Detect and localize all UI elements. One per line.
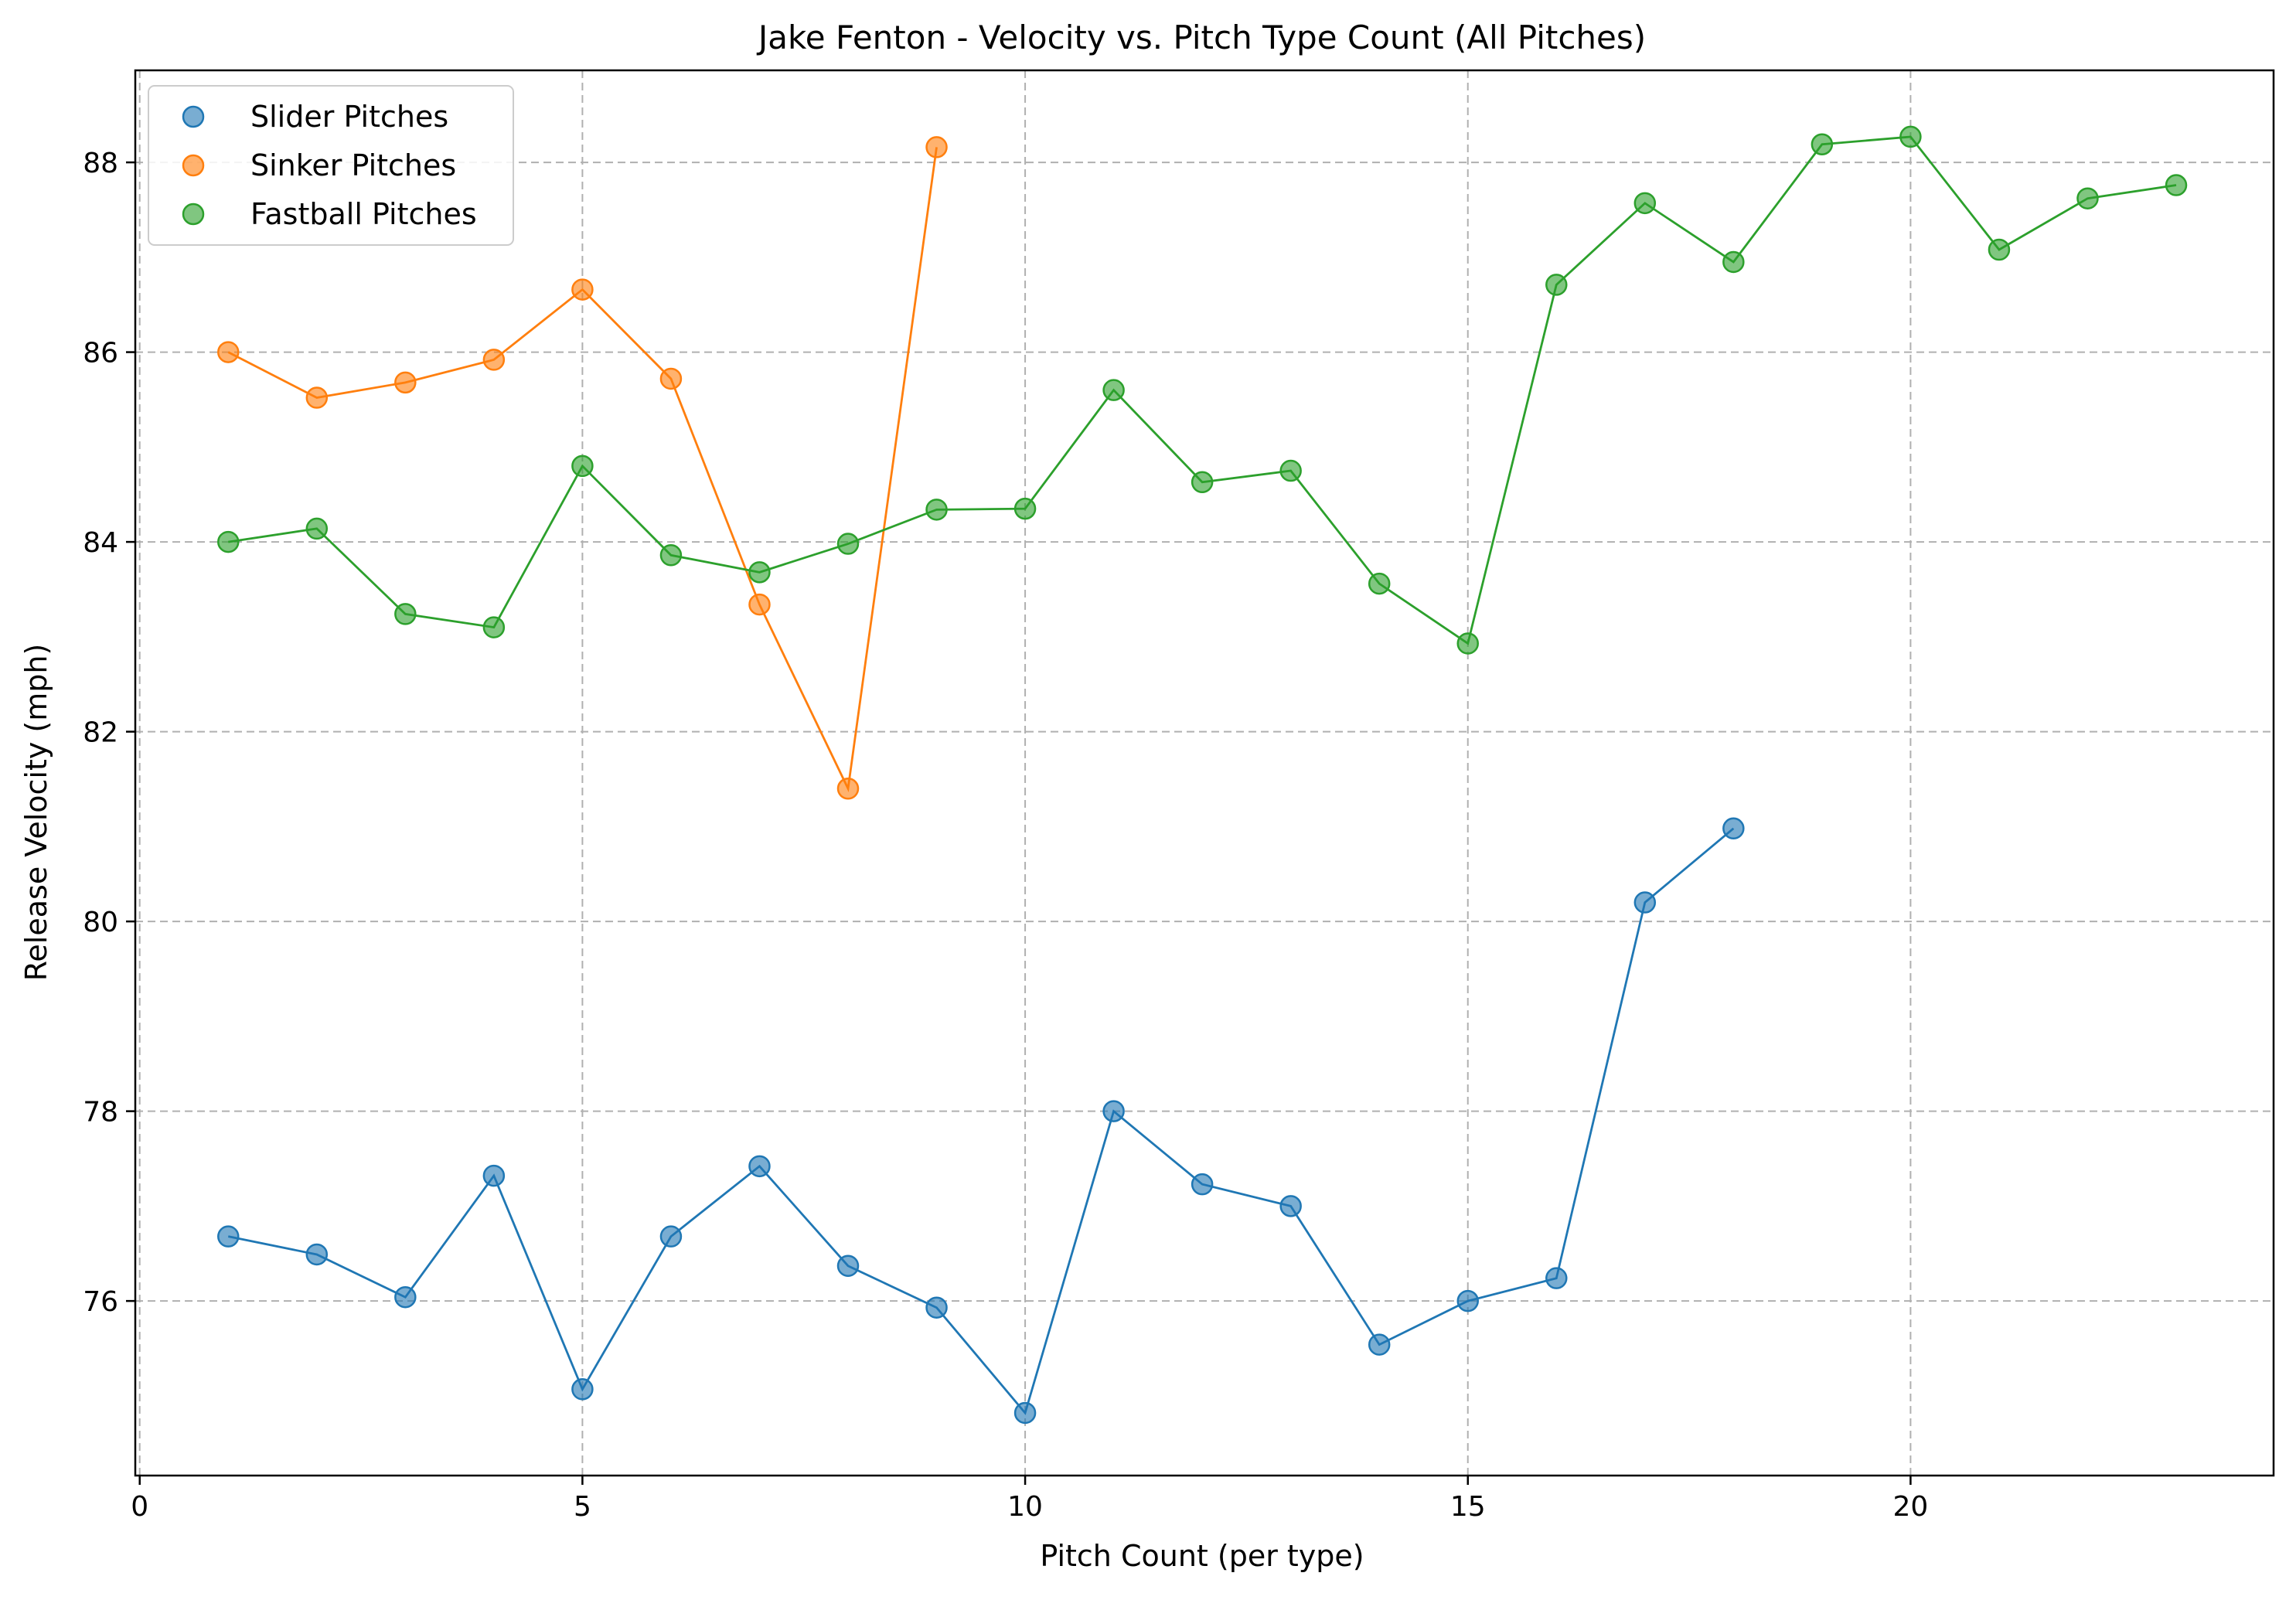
y-tick-label: 86: [83, 338, 118, 369]
data-point: [305, 1243, 329, 1266]
data-point: [925, 136, 948, 158]
data-point: [659, 1225, 683, 1248]
series-slider-pitches: [217, 817, 1745, 1425]
data-point: [1456, 1289, 1479, 1312]
data-point: [1545, 1267, 1568, 1289]
data-point: [1013, 497, 1037, 520]
series-sinker-pitches: [217, 136, 948, 800]
series-fastball-pitches: [217, 125, 2188, 655]
data-point: [571, 278, 594, 301]
data-point: [394, 603, 417, 625]
data-point: [836, 533, 860, 555]
data-point: [217, 530, 240, 553]
plot-frame: [134, 69, 2275, 1477]
data-point: [748, 1155, 771, 1178]
data-point: [1368, 572, 1391, 595]
data-point: [1633, 891, 1657, 914]
data-point: [1988, 238, 2011, 261]
series-line-fastball-pitches: [228, 135, 2177, 645]
data-point: [836, 778, 860, 800]
data-point: [659, 367, 683, 390]
y-tick-label: 78: [83, 1097, 118, 1129]
data-point: [1368, 1333, 1391, 1356]
legend-label: Fastball Pitches: [250, 197, 477, 231]
data-point: [571, 454, 594, 478]
y-tick-label: 76: [83, 1286, 118, 1318]
legend-label: Slider Pitches: [250, 100, 448, 134]
data-point: [482, 349, 506, 371]
data-point: [925, 499, 948, 521]
y-tick-label: 88: [83, 148, 118, 179]
data-point: [2165, 174, 2188, 196]
legend-marker: [182, 203, 205, 226]
x-tick-label: 5: [574, 1491, 591, 1523]
data-point: [1102, 379, 1125, 401]
legend-item-fastball-pitches: Fastball Pitches: [182, 197, 477, 231]
data-point: [1191, 1173, 1214, 1196]
x-tick-label: 20: [1893, 1491, 1929, 1523]
data-point: [394, 1285, 417, 1309]
data-point: [1013, 1401, 1037, 1425]
data-point: [394, 371, 417, 394]
data-point: [217, 1225, 240, 1248]
data-point: [1722, 817, 1745, 840]
data-point: [1545, 274, 1568, 296]
series-layer: [217, 125, 2188, 1425]
x-tick-label: 0: [131, 1491, 148, 1523]
data-point: [1633, 192, 1657, 215]
y-tick-label: 80: [83, 907, 118, 938]
data-point: [305, 517, 329, 540]
data-point: [482, 1164, 506, 1187]
data-point: [1102, 1100, 1125, 1122]
data-point: [305, 386, 329, 409]
data-point: [1456, 632, 1479, 655]
legend-marker: [182, 105, 205, 128]
series-line-slider-pitches: [227, 827, 1735, 1415]
y-tick-label: 82: [83, 717, 118, 749]
data-point: [659, 544, 683, 567]
data-point: [482, 616, 506, 638]
data-point: [1279, 1195, 1302, 1217]
legend-marker: [182, 154, 205, 177]
grid-layer: [135, 70, 2274, 1476]
legend-item-slider-pitches: Slider Pitches: [182, 100, 448, 134]
legend-frame: [148, 85, 514, 246]
data-point: [748, 593, 771, 616]
x-axis-label: Pitch Count (per type): [1040, 1539, 1364, 1573]
data-point: [925, 1296, 948, 1319]
tick-layer: 0 5 10 15 20 76 78 80 82 84 86 88: [83, 148, 1928, 1523]
legend: Slider Pitches Sinker Pitches Fastball Pit…: [148, 85, 514, 246]
data-point: [217, 341, 240, 363]
x-tick-label: 10: [1007, 1491, 1043, 1523]
x-tick-label: 15: [1450, 1491, 1486, 1523]
y-axis-label: Release Velocity (mph): [19, 644, 53, 982]
legend-item-sinker-pitches: Sinker Pitches: [182, 148, 456, 182]
y-tick-label: 84: [83, 527, 118, 559]
data-point: [1899, 125, 1922, 148]
data-point: [836, 1254, 860, 1277]
data-point: [1811, 133, 1834, 155]
chart-title: Jake Fenton - Velocity vs. Pitch Type Co…: [756, 19, 1646, 56]
data-point: [748, 561, 771, 584]
data-point: [1279, 459, 1302, 482]
legend-label: Sinker Pitches: [250, 148, 456, 182]
data-point: [1191, 471, 1214, 494]
data-point: [1722, 250, 1745, 274]
data-point: [2076, 187, 2099, 209]
data-point: [571, 1378, 594, 1401]
